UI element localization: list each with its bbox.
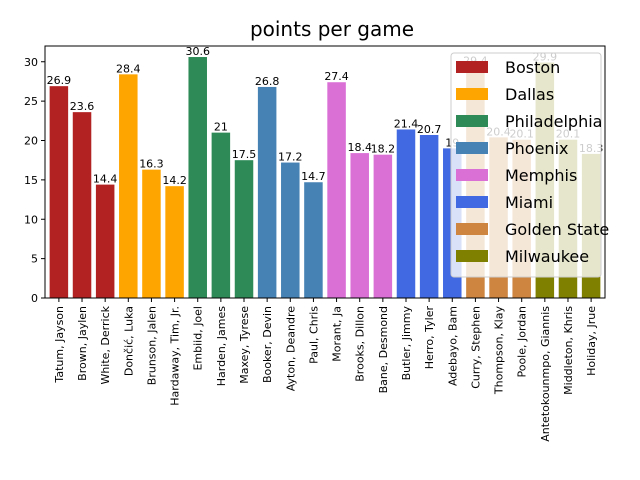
x-tick-label: Maxey, Tyrese xyxy=(238,306,251,384)
bar xyxy=(373,154,393,298)
bar xyxy=(281,162,300,298)
x-tick-label: Butler, Jimmy xyxy=(400,306,413,381)
legend-swatch xyxy=(456,115,488,127)
x-tick-label: Brunson, Jalen xyxy=(145,306,158,385)
x-tick-label: Herro, Tyler xyxy=(423,306,436,370)
y-tick-label: 0 xyxy=(31,292,38,305)
x-tick-label: Poole, Jordan xyxy=(516,306,529,378)
y-tick-label: 30 xyxy=(24,56,38,69)
y-axis: 0 5 10 15 20 25 30 xyxy=(24,56,45,305)
x-tick-label: Dončić, Luka xyxy=(122,306,135,376)
bar-value-label: 23.6 xyxy=(70,100,95,113)
bar-value-label: 17.2 xyxy=(278,151,303,164)
x-tick-label: Middleton, Khris xyxy=(562,306,575,395)
x-tick-label: Morant, Ja xyxy=(331,306,344,362)
bar-value-label: 16.3 xyxy=(139,158,164,171)
x-tick-label: Thompson, Klay xyxy=(493,306,506,396)
legend-box xyxy=(450,52,602,278)
legend-swatch xyxy=(456,223,488,235)
bar-value-label: 17.5 xyxy=(232,148,257,161)
bar xyxy=(350,153,369,298)
bar xyxy=(95,184,115,298)
x-tick-label: Ayton, Deandre xyxy=(284,306,297,392)
x-tick-label: Embiid, Joel xyxy=(192,306,205,371)
bar-value-label: 26.9 xyxy=(47,74,72,87)
legend-swatch xyxy=(456,142,488,154)
chart-title: points per game xyxy=(250,17,414,41)
legend-swatch xyxy=(456,169,488,181)
y-tick-label: 10 xyxy=(24,213,38,226)
y-tick-label: 5 xyxy=(31,253,38,266)
x-tick-label: Curry, Stephen xyxy=(469,306,482,389)
legend-entry-label: Dallas xyxy=(505,85,554,104)
bar-value-label: 26.8 xyxy=(255,75,280,88)
bar-value-label: 14.4 xyxy=(93,173,118,186)
x-tick-label: Brown, Jaylen xyxy=(76,306,89,381)
bar-value-label: 30.6 xyxy=(185,45,210,58)
y-tick-label: 15 xyxy=(24,174,38,187)
x-tick-label: Hardaway, Tim, Jr. xyxy=(169,306,182,406)
x-tick-label: Paul, Chris xyxy=(307,306,320,364)
legend-entry-label: Memphis xyxy=(505,166,577,185)
x-tick-label: Adebayo, Bam xyxy=(446,306,459,386)
bar xyxy=(119,74,138,298)
bar-value-label: 14.7 xyxy=(301,170,326,183)
plot-frame xyxy=(44,45,606,299)
bar xyxy=(142,169,161,298)
x-axis: Tatum, Jayson Brown, Jaylen White, Derrick… xyxy=(53,298,598,442)
legend: Boston Dallas Philadelphia Phoenix Memphis Mi… xyxy=(450,52,609,278)
bar xyxy=(419,134,439,298)
bar xyxy=(188,57,207,299)
legend-swatch xyxy=(456,196,488,208)
y-tick-label: 25 xyxy=(24,95,38,108)
bar xyxy=(396,129,416,298)
y-tick-label: 20 xyxy=(24,135,38,148)
bar-value-label: 28.4 xyxy=(116,62,141,75)
bar xyxy=(72,112,92,299)
legend-swatch xyxy=(456,61,488,73)
bar-value-label: 20.7 xyxy=(417,123,442,136)
bar-value-label: 18.4 xyxy=(347,141,372,154)
x-tick-label: Antetokounmpo, Giannis xyxy=(539,306,552,442)
bar xyxy=(211,132,231,298)
bar xyxy=(49,86,69,298)
legend-entry-label: Boston xyxy=(505,58,560,77)
bar xyxy=(327,82,346,298)
legend-entry-label: Philadelphia xyxy=(505,112,602,131)
legend-swatch xyxy=(456,88,488,100)
bar xyxy=(304,182,323,298)
x-tick-label: Bane, Desmond xyxy=(377,306,390,393)
bar-value-label: 18.2 xyxy=(371,143,396,156)
bar-value-label: 14.2 xyxy=(162,174,187,187)
legend-entry-label: Phoenix xyxy=(505,139,568,158)
bar xyxy=(257,86,277,298)
x-tick-label: Booker, Devin xyxy=(261,306,274,383)
bar-value-label: 27.4 xyxy=(324,70,349,83)
legend-entry-label: Golden State xyxy=(505,220,609,239)
x-tick-label: Brooks, Dillon xyxy=(354,306,367,382)
bar-value-label: 21 xyxy=(214,121,228,134)
legend-entry-label: Milwaukee xyxy=(505,247,589,266)
x-tick-label: Harden, James xyxy=(215,306,228,387)
bar-value-label: 21.4 xyxy=(394,117,419,130)
bar xyxy=(165,186,184,298)
bar xyxy=(234,160,254,298)
x-tick-label: Holiday, Jrue xyxy=(585,306,598,376)
x-tick-label: White, Derrick xyxy=(99,305,112,384)
x-tick-label: Tatum, Jayson xyxy=(53,306,66,384)
legend-swatch xyxy=(456,250,488,262)
legend-entry-label: Miami xyxy=(505,193,553,212)
